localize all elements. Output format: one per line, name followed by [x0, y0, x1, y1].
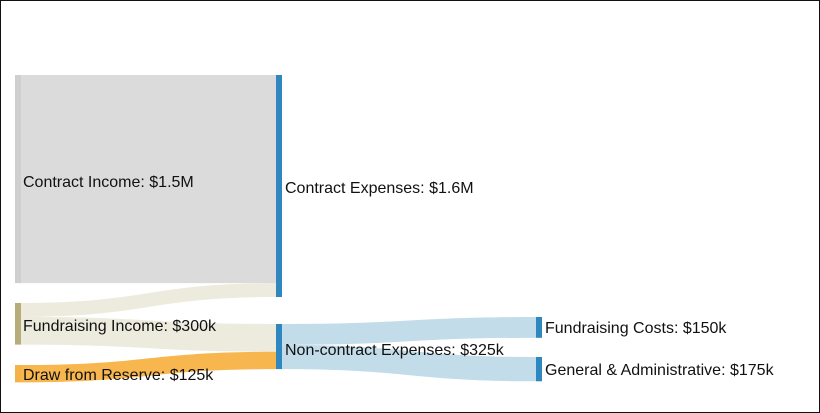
node-contract-income — [15, 75, 21, 284]
node-draw-reserve — [15, 365, 21, 383]
link-noncontract-expenses-to-fundraising-costs — [282, 317, 536, 345]
node-noncontract-expenses — [276, 324, 282, 370]
label-fundraising-costs: Fundraising Costs: $150k — [545, 320, 727, 337]
node-fundraising-income — [15, 303, 21, 345]
node-fundraising-costs — [536, 317, 542, 338]
label-contract-expenses: Contract Expenses: $1.6M — [285, 180, 474, 197]
node-general-admin — [536, 357, 542, 382]
label-draw-reserve: Draw from Reserve: $125k — [23, 367, 214, 384]
link-fundraising-income-to-noncontract-expenses — [21, 316, 276, 352]
label-general-admin: General & Administrative: $175k — [545, 362, 775, 379]
link-fundraising-income-to-contract-expenses — [21, 283, 276, 317]
node-contract-expenses — [276, 75, 282, 297]
nodes-layer — [15, 75, 542, 383]
labels-layer: Contract Income: $1.5M Fundraising Income… — [23, 174, 775, 384]
label-noncontract-expenses: Non-contract Expenses: $325k — [285, 342, 505, 359]
label-fundraising-income: Fundraising Income: $300k — [23, 318, 217, 335]
link-contract-income-to-contract-expenses — [21, 75, 276, 284]
links-layer — [21, 75, 536, 383]
link-noncontract-expenses-to-general-admin — [282, 344, 536, 382]
link-draw-reserve-to-noncontract-expenses — [21, 351, 276, 383]
label-contract-income: Contract Income: $1.5M — [23, 174, 194, 191]
